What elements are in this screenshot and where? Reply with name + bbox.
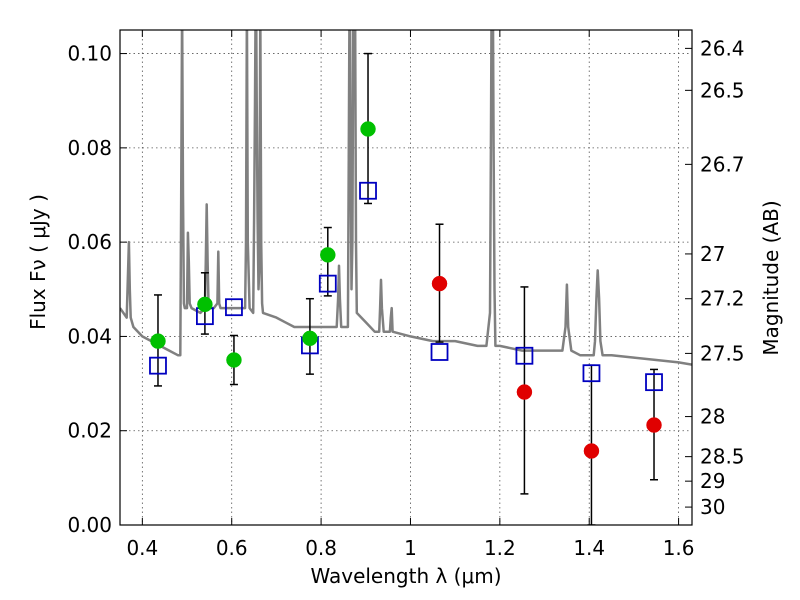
grid-lines [120, 30, 692, 526]
axes: 0.4 0.6 0.8 1 1.2 1.4 1.6 0.00 0.02 0.04 0.06 0.08 0… [67, 30, 745, 560]
right-tick-label: 27.2 [700, 287, 745, 311]
data-point [320, 247, 336, 263]
right-tick-label: 27 [700, 242, 725, 266]
plot-frame [119, 29, 693, 526]
data-point [302, 330, 318, 347]
data-point [431, 275, 448, 292]
plot-area [120, 30, 692, 525]
plot-data [120, 30, 692, 525]
x-tick-label: 0.6 [216, 536, 248, 560]
data-point [516, 384, 533, 400]
x-tick-label: 1 [404, 536, 417, 560]
model-square [359, 181, 377, 200]
model-square [318, 274, 337, 293]
data-point [226, 352, 242, 368]
y-tick-label: 0.08 [67, 136, 112, 160]
model-square [225, 298, 243, 317]
x-tick-label: 1.4 [573, 536, 605, 560]
model-square [515, 346, 534, 365]
model-square [149, 356, 167, 375]
model-square [430, 343, 449, 361]
right-tick-label: 28 [700, 405, 725, 429]
data-point [197, 296, 213, 313]
x-tick-label: 1.6 [663, 536, 695, 560]
right-tick-label: 26.7 [700, 152, 745, 176]
data-point [583, 443, 600, 459]
right-y-axis-label: Magnitude (AB) [759, 200, 783, 355]
right-tick-label: 26.4 [700, 36, 745, 60]
y-tick-label: 0.10 [67, 42, 112, 66]
y-tick-label: 0.00 [67, 513, 112, 537]
data-point [360, 121, 376, 137]
right-tick-label: 29 [700, 469, 725, 493]
y-tick-label: 0.06 [67, 230, 112, 254]
data-point [150, 333, 166, 349]
y-axis-label: Flux Fν ( μJy ) [26, 194, 50, 330]
right-tick-label: 30 [700, 495, 725, 519]
x-axis-label: Wavelength λ (μm) [310, 564, 501, 588]
right-tick-label: 27.5 [700, 341, 745, 365]
right-tick-label: 26.5 [700, 78, 745, 102]
data-point [646, 417, 662, 433]
model-square [582, 364, 601, 383]
x-tick-label: 0.8 [305, 536, 337, 560]
x-tick-label: 0.4 [126, 536, 158, 560]
model-square [645, 373, 663, 392]
x-tick-label: 1.2 [484, 536, 516, 560]
y-tick-label: 0.04 [67, 324, 112, 348]
right-tick-label: 28.5 [700, 445, 745, 469]
y-tick-label: 0.02 [67, 419, 112, 443]
spectrum-line [120, 30, 692, 366]
